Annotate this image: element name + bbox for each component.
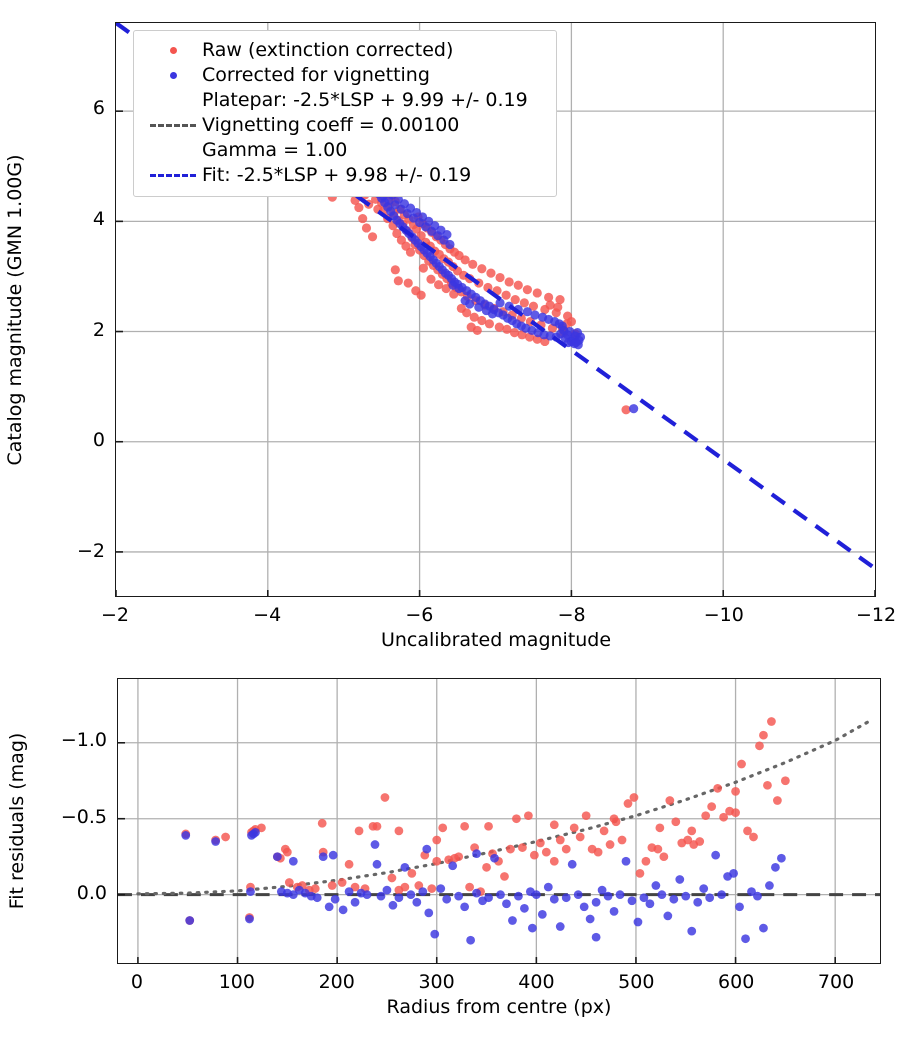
legend: Raw (extinction corrected) Corrected for… <box>133 30 557 197</box>
y-tick-label: 0.0 <box>76 882 107 905</box>
fit-residuals-plot-area <box>118 679 880 963</box>
x-tick-label: −10 <box>703 604 744 626</box>
x-tick-label: −6 <box>405 604 434 626</box>
x-tick-label: 600 <box>718 971 755 993</box>
legend-label-fit: Fit: -2.5*LSP + 9.98 +/- 0.19 <box>202 164 472 186</box>
y-tick-label: −1.0 <box>60 729 107 752</box>
legend-item-raw: Raw (extinction corrected) <box>144 38 546 63</box>
x-tick-label: −4 <box>253 604 282 626</box>
x-tick-label: 0 <box>130 971 144 993</box>
x-tick-label: 500 <box>618 971 655 993</box>
legend-item-platepar: Platepar: -2.5*LSP + 9.99 +/- 0.19 Vignet… <box>144 88 546 163</box>
y-tick-label: 2 <box>92 318 105 341</box>
legend-marker-raw-icon <box>144 47 202 54</box>
legend-label-raw: Raw (extinction corrected) <box>202 39 454 61</box>
fit-residuals-panel <box>117 678 881 964</box>
y-tick-label: 6 <box>92 97 105 120</box>
x-axis-label-bottom: Radius from centre (px) <box>386 996 612 1018</box>
y-axis-label-top: Catalog magnitude (GMN 1.00G) <box>4 154 26 466</box>
x-tick-label: 300 <box>418 971 455 993</box>
y-tick-label: −0.5 <box>60 805 107 828</box>
y-tick-label: −2 <box>76 539 105 562</box>
x-tick-label: −12 <box>855 604 897 626</box>
legend-dashed-blue-line-icon <box>144 174 202 177</box>
legend-label-platepar: Platepar: -2.5*LSP + 9.99 +/- 0.19 Vignet… <box>202 89 528 161</box>
x-axis-label-top: Uncalibrated magnitude <box>380 629 612 651</box>
legend-item-corrected: Corrected for vignetting <box>144 63 546 88</box>
x-tick-label: 700 <box>817 971 855 993</box>
y-tick-label: 0 <box>92 429 105 452</box>
x-tick-label: 100 <box>218 971 255 993</box>
legend-label-corrected: Corrected for vignetting <box>202 64 430 86</box>
x-tick-label: 400 <box>518 971 555 993</box>
y-tick-label: 4 <box>92 208 105 231</box>
x-tick-label: 200 <box>318 971 355 993</box>
x-tick-label: −8 <box>557 604 586 626</box>
legend-marker-corrected-icon <box>144 72 202 79</box>
x-tick-label: −2 <box>100 604 129 626</box>
legend-item-fit: Fit: -2.5*LSP + 9.98 +/- 0.19 <box>144 163 546 188</box>
legend-dashed-gray-line-icon <box>144 124 202 127</box>
